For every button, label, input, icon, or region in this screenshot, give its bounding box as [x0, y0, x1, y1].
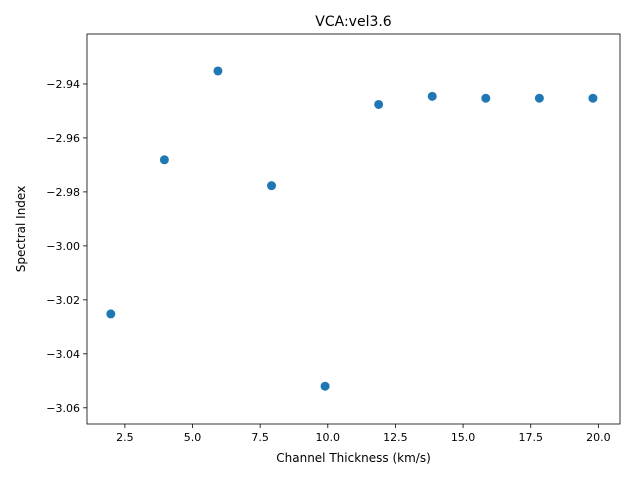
data-point [213, 66, 223, 76]
y-tick-label: −2.98 [46, 186, 80, 199]
plot-frame [86, 33, 621, 425]
data-point [534, 93, 544, 103]
x-tick-label: 17.5 [518, 431, 543, 444]
y-tick-label: −3.06 [46, 402, 80, 415]
x-tick-label: 5.0 [184, 431, 202, 444]
x-tick-label: 10.0 [316, 431, 341, 444]
y-tick-label: −2.96 [46, 132, 80, 145]
y-tick-label: −3.00 [46, 240, 80, 253]
data-point [267, 181, 277, 191]
x-axis-label: Channel Thickness (km/s) [276, 451, 431, 465]
data-point [427, 91, 437, 101]
x-tick-label: 12.5 [383, 431, 408, 444]
y-tick-label: −2.94 [46, 78, 80, 91]
x-tick-label: 7.5 [251, 431, 269, 444]
y-axis-ticks: −3.06 −3.04 −3.02 −3.00 −2.98 −2.96 −2.94 [46, 78, 87, 415]
y-axis-label: Spectral Index [14, 186, 28, 272]
data-point [374, 99, 384, 109]
x-tick-label: 15.0 [451, 431, 476, 444]
chart-title: VCA:vel3.6 [315, 14, 392, 30]
data-points [106, 66, 598, 391]
data-point [159, 155, 169, 165]
x-axis-ticks: 2.5 5.0 7.5 10.0 12.5 15.0 17.5 20.0 [116, 424, 611, 444]
data-point [588, 93, 598, 103]
data-point [320, 381, 330, 391]
data-point [106, 309, 116, 319]
y-tick-label: −3.02 [46, 294, 80, 307]
data-point [481, 93, 491, 103]
x-tick-label: 20.0 [586, 431, 611, 444]
y-tick-label: −3.04 [46, 348, 80, 361]
x-tick-label: 2.5 [116, 431, 134, 444]
